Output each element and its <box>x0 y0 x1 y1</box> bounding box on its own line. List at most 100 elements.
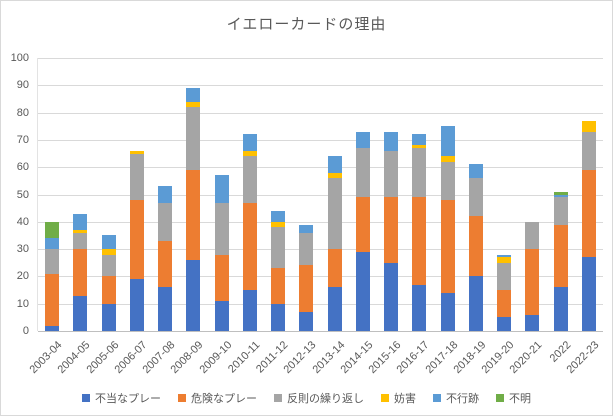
bar-segment <box>355 197 370 252</box>
legend-swatch-icon <box>178 394 186 402</box>
gridline <box>38 58 603 59</box>
bar-segment <box>525 249 540 315</box>
bar-segment <box>242 290 257 331</box>
legend-swatch-icon <box>433 394 441 402</box>
gridline <box>38 249 603 251</box>
y-tick-label: 70 <box>16 133 29 146</box>
bar-segment <box>468 276 483 331</box>
y-tick-label: 60 <box>16 161 29 174</box>
y-tick-label: 0 <box>22 325 29 337</box>
y-tick-label: 50 <box>16 188 29 201</box>
bar-segment <box>129 199 144 280</box>
bar-segment <box>271 210 286 222</box>
bar-segment <box>440 161 455 200</box>
bar-segment <box>497 254 512 258</box>
bar-segment <box>355 131 370 149</box>
gridline <box>38 276 603 278</box>
bar-segment <box>242 150 257 157</box>
legend-item: 不行跡 <box>433 390 479 406</box>
bar-segment <box>299 265 314 312</box>
gridline <box>38 303 603 305</box>
bar-segment <box>355 148 370 198</box>
bar-segment <box>186 107 201 170</box>
bar-segment <box>45 273 60 326</box>
legend-swatch-icon <box>381 394 389 402</box>
bar-segment <box>412 284 427 331</box>
bar-segment <box>242 156 257 203</box>
bar-segment <box>242 134 257 151</box>
bar-segment <box>73 232 88 250</box>
bar-segment <box>581 257 596 331</box>
bar-segment <box>214 300 229 331</box>
bar-segment <box>158 202 173 241</box>
bar-segment <box>271 227 286 269</box>
bar-segment <box>271 303 286 331</box>
bar-segment <box>73 213 88 230</box>
bar-segment <box>412 197 427 285</box>
bar-segment <box>440 292 455 331</box>
y-tick-label: 30 <box>16 243 29 256</box>
bar-segment <box>525 314 540 331</box>
legend-item: 不明 <box>496 390 531 406</box>
gridline <box>38 139 603 141</box>
bar-segment <box>73 230 88 233</box>
bar-segment <box>384 131 399 151</box>
bar-segment <box>214 254 229 301</box>
gridline <box>38 85 603 87</box>
legend-item: 危険なプレー <box>178 390 257 406</box>
x-axis: 2003-04 2004-05 2005-06 2006-07 2007-08 2008-… <box>28 334 602 386</box>
bar-segment <box>158 186 173 203</box>
legend-label: 反則の繰り返し <box>287 393 364 405</box>
bar-segment <box>553 197 568 225</box>
bar-segment <box>581 120 596 132</box>
bar-segment <box>384 197 399 263</box>
bar-segment <box>129 279 144 331</box>
bar-segment <box>186 169 201 261</box>
bar-segment <box>214 175 229 203</box>
bar-segment <box>440 126 455 157</box>
bar-segment <box>468 216 483 277</box>
legend-label: 不当なプレー <box>95 393 161 405</box>
bar-segment <box>45 221 60 239</box>
bar-segment <box>73 295 88 331</box>
bar-segment <box>299 224 314 233</box>
bar-segment <box>355 251 370 331</box>
bar-segment <box>384 150 399 198</box>
bar-segment <box>412 134 427 146</box>
bar-segment <box>271 221 286 228</box>
bar-segment <box>553 191 568 195</box>
bar-segment <box>412 148 427 198</box>
y-tick-label: 100 <box>10 52 29 64</box>
legend-item: 妨害 <box>381 390 416 406</box>
bar-segment <box>299 311 314 331</box>
bar-segment <box>242 202 257 291</box>
bar-segment <box>73 249 88 296</box>
gridline <box>38 112 603 114</box>
bar-segment <box>525 221 540 250</box>
bar-segment <box>299 232 314 266</box>
legend-swatch-icon <box>82 394 90 402</box>
bar-segment <box>158 240 173 288</box>
bar-segment <box>158 287 173 331</box>
bar-segment <box>101 249 116 255</box>
chart-title: イエローカードの理由 <box>226 16 387 33</box>
bar-segment <box>553 224 568 288</box>
bar-segment <box>327 287 342 331</box>
bar-segment <box>45 249 60 274</box>
gridline <box>38 331 603 332</box>
bar-segment <box>327 178 342 250</box>
bar-segment <box>45 238 60 250</box>
plot-area <box>37 58 603 332</box>
bar-segment <box>384 262 399 331</box>
y-tick-label: 90 <box>16 79 29 92</box>
bar-segment <box>581 131 596 170</box>
bar-segment <box>497 290 512 318</box>
bar-segment <box>214 202 229 255</box>
bar-segment <box>101 276 116 304</box>
bar-segment <box>553 194 568 198</box>
bar-segment <box>327 156 342 173</box>
y-tick-label: 10 <box>16 297 29 310</box>
bar-segment <box>327 249 342 288</box>
bar-segment <box>129 150 144 154</box>
